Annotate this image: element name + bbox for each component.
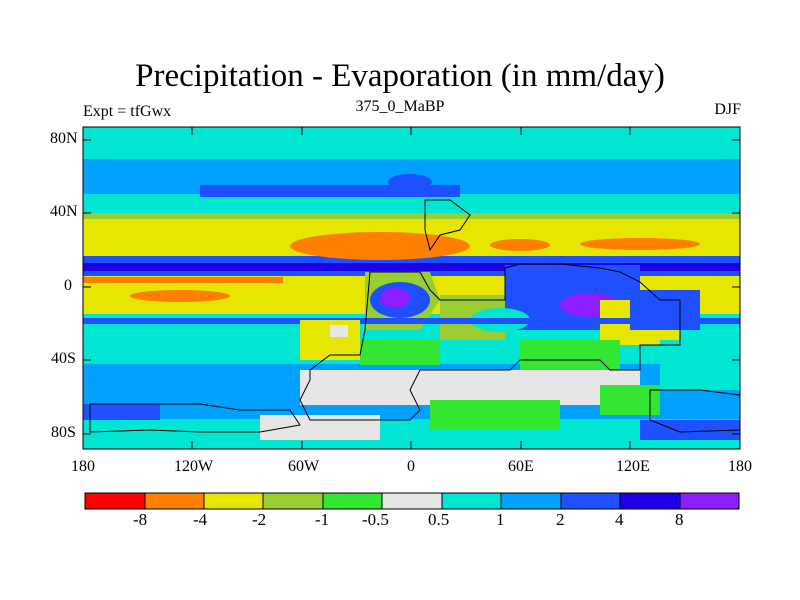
colorbar-label: -1 <box>315 510 330 529</box>
colorbar-label: -0.5 <box>362 510 389 529</box>
colorbar <box>84 492 740 510</box>
lon-label-120e: 120E <box>616 458 650 475</box>
lon-ticks <box>191 127 631 449</box>
colorbar-label: 0.5 <box>428 510 450 529</box>
lat-label-0: 0 <box>64 277 72 294</box>
colorbar-box-6 <box>381 492 443 510</box>
colorbar-label: -2 <box>252 510 267 529</box>
colorbar-box-5 <box>322 492 383 510</box>
colorbar-label: 1 <box>496 510 505 529</box>
colorbar-box-9 <box>560 492 621 510</box>
lat-label-40n: 40N <box>50 203 78 220</box>
colorbar-box-8 <box>500 492 562 510</box>
colorbar-box-1 <box>84 492 146 510</box>
colorbar-label: -4 <box>193 510 208 529</box>
colorbar-label: -8 <box>133 510 148 529</box>
experiment-label: Expt = tfGwx <box>83 103 172 120</box>
lat-label-40s: 40S <box>51 350 76 367</box>
colorbar-box-7 <box>441 492 502 510</box>
precip-field <box>83 127 740 449</box>
lon-label-120w: 120W <box>174 458 214 475</box>
colorbar-box-3 <box>203 492 264 510</box>
lat-ticks <box>83 139 740 435</box>
colorbar-box-11 <box>679 492 740 510</box>
time-label: 375_0_MaBP <box>355 98 445 115</box>
lat-label-80n: 80N <box>50 130 78 147</box>
lon-label-60w: 60W <box>288 458 320 475</box>
plot-title: Precipitation - Evaporation (in mm/day) <box>135 58 665 94</box>
colorbar-box-4 <box>262 492 324 510</box>
lon-label-180w: 180 <box>71 458 95 475</box>
lon-label-60e: 60E <box>508 458 534 475</box>
lat-label-80s: 80S <box>51 424 76 441</box>
lon-label-0: 0 <box>407 458 415 475</box>
lon-label-180e: 180 <box>728 458 752 475</box>
colorbar-box-2 <box>144 492 205 510</box>
colorbar-box-10 <box>619 492 681 510</box>
season-label: DJF <box>714 101 741 118</box>
colorbar-label: 2 <box>556 510 565 529</box>
colorbar-label: 8 <box>675 510 684 529</box>
colorbar-label: 4 <box>615 510 624 529</box>
